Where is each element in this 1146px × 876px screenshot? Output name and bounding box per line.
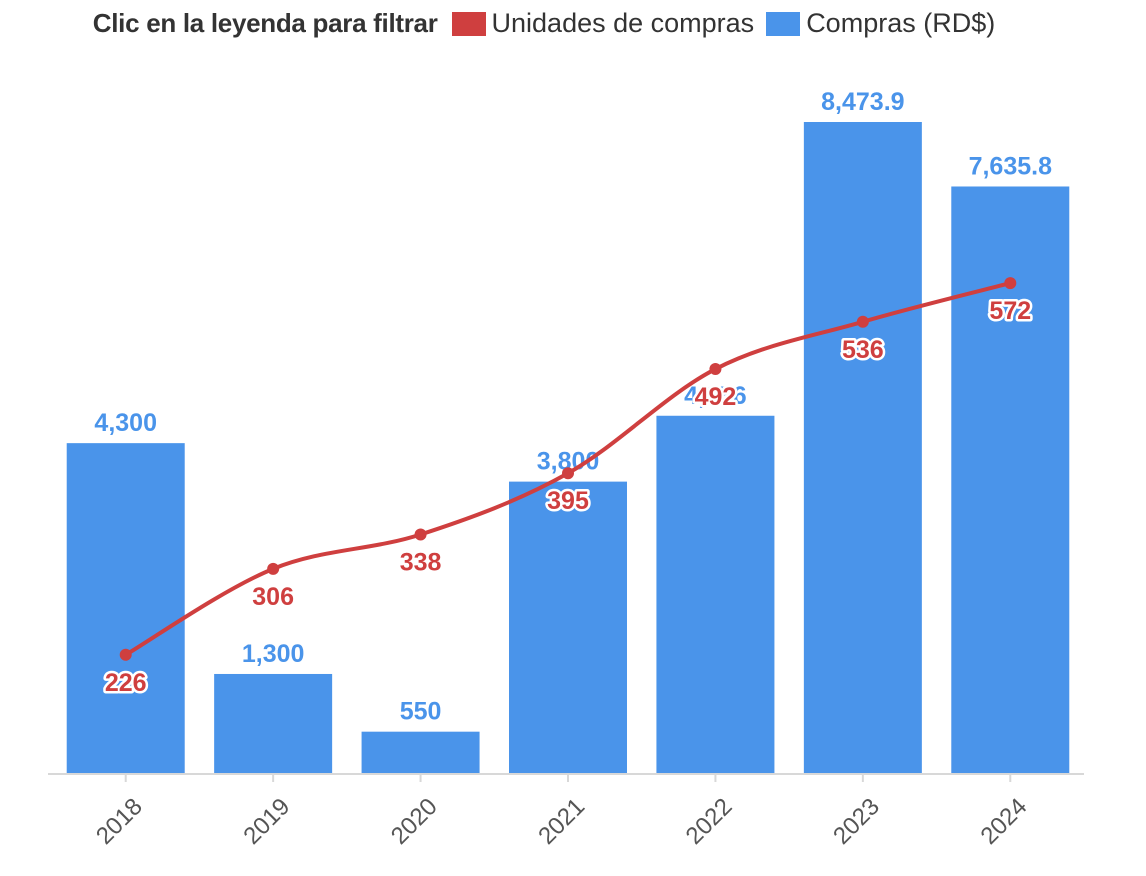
line-label-2020: 338: [400, 548, 442, 576]
x-tick-label-2018: 2018: [91, 793, 148, 850]
legend-item-compras[interactable]: Compras (RD$): [766, 8, 995, 39]
legend-label-compras: Compras (RD$): [806, 8, 996, 38]
bar-label-2018: 4,300: [94, 409, 157, 437]
line-label-2021: 395: [547, 487, 589, 515]
x-tick-label-2022: 2022: [681, 793, 738, 850]
bar-label-2019: 1,300: [242, 640, 305, 668]
bar-2018: [66, 443, 185, 774]
x-tick-label-2024: 2024: [976, 793, 1033, 850]
legend-label-unidades: Unidades de compras: [491, 8, 755, 38]
x-tick-label-2021: 2021: [533, 793, 590, 850]
bar-label-2020: 550: [400, 698, 442, 726]
bar-2024: [951, 186, 1070, 774]
legend-swatch-bar: [766, 11, 801, 36]
line-point-2024: [1004, 277, 1017, 290]
line-point-2021: [562, 467, 574, 480]
bar-2020: [361, 731, 480, 774]
bar-2019: [214, 673, 333, 774]
bar-2022: [656, 415, 775, 774]
legend-title: Clic en la leyenda para filtrar: [92, 8, 438, 38]
line-label-2019: 306: [252, 583, 294, 611]
bar-label-2023: 8,473.9: [821, 88, 904, 116]
legend-swatch-line: [451, 11, 486, 36]
line-label-2024: 572: [989, 297, 1031, 325]
line-label-2022: 492: [695, 383, 737, 411]
bar-label-2022: 4,656: [684, 382, 747, 410]
x-tick-label-2023: 2023: [828, 793, 885, 850]
line-point-2020: [414, 528, 427, 541]
line-point-2022: [709, 363, 722, 376]
line-label-2023: 536: [842, 336, 884, 364]
x-tick-label-2019: 2019: [238, 793, 295, 850]
chart-legend: Clic en la leyenda para filtrar Unidades…: [0, 8, 1100, 39]
x-tick-label-2020: 2020: [386, 793, 443, 850]
line-point-2019: [267, 562, 280, 575]
line-point-2018: [119, 648, 132, 661]
line-point-2023: [856, 315, 869, 328]
line-label-2018: 226: [105, 669, 147, 697]
legend-item-unidades[interactable]: Unidades de compras: [451, 8, 755, 39]
bar-2023: [803, 122, 922, 774]
bar-label-2024: 7,635.8: [969, 152, 1053, 180]
bar-2021: [509, 481, 627, 774]
